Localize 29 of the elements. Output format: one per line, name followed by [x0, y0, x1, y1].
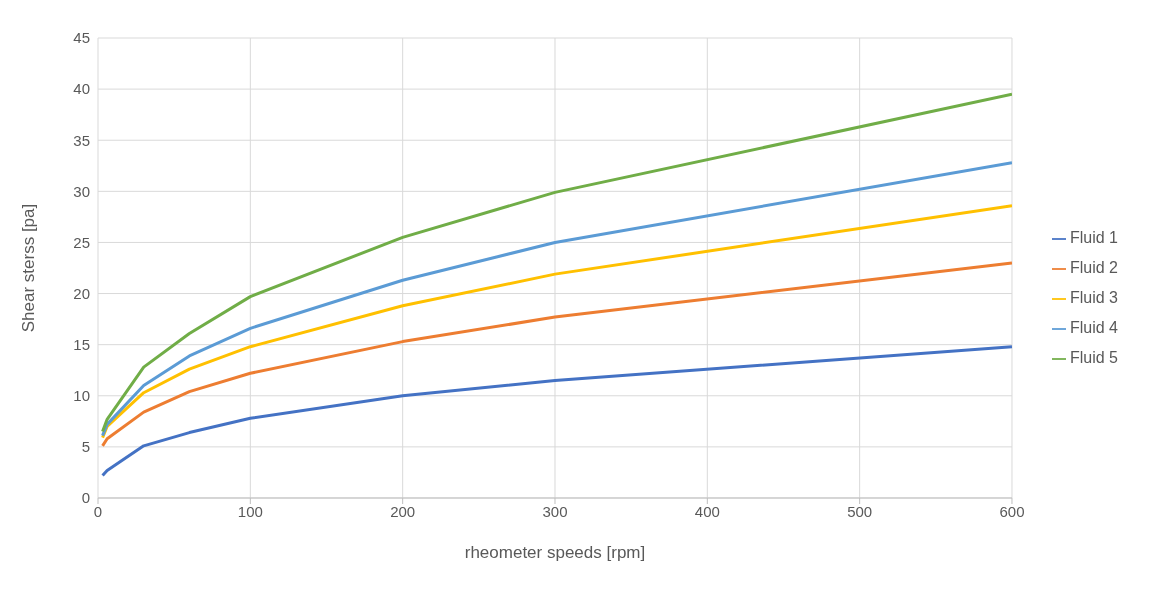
y-tick-label: 35	[73, 131, 90, 149]
x-axis-title: rheometer speeds [rpm]	[464, 543, 646, 562]
x-tick-label: 100	[237, 502, 263, 520]
legend-label: Fluid 2	[1069, 259, 1118, 276]
line-series	[101, 261, 1012, 448]
x-tick-label: 500	[847, 502, 873, 520]
x-tick-label: 0	[93, 502, 103, 520]
legend-label: Fluid 5	[1069, 349, 1118, 366]
legend-label: Fluid 3	[1069, 289, 1118, 306]
y-tick-label: 30	[73, 182, 90, 200]
y-tick-label: 25	[73, 233, 90, 251]
legend-label: Fluid 1	[1069, 229, 1118, 246]
line-series	[101, 204, 1012, 440]
x-tick-label: 200	[390, 502, 416, 520]
y-tick-label: 5	[81, 438, 90, 456]
line-series	[101, 92, 1012, 434]
y-tick-label: 15	[73, 335, 90, 353]
y-tick-label: 0	[81, 489, 90, 507]
legend-label: Fluid 4	[1069, 319, 1118, 336]
line-series	[101, 345, 1012, 478]
x-tick-label: 300	[542, 502, 568, 520]
y-tick-label: 20	[73, 284, 90, 302]
y-tick-label: 45	[73, 29, 90, 47]
y-axis-title: Shear sterss [pa]	[19, 203, 39, 333]
x-tick-label: 400	[694, 502, 720, 520]
y-tick-label: 40	[73, 80, 90, 98]
x-tick-label: 600	[999, 502, 1025, 520]
line-series	[101, 161, 1012, 438]
y-tick-label: 10	[73, 387, 90, 405]
